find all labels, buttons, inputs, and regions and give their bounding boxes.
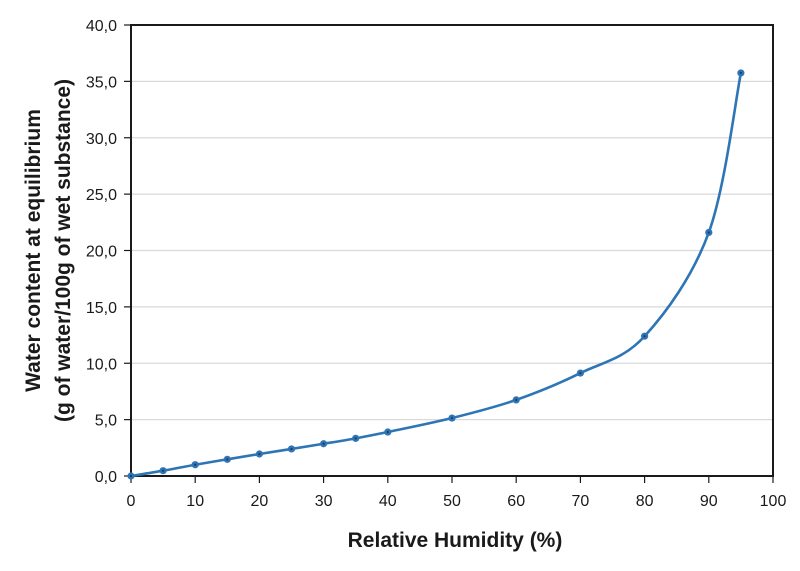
y-axis-title: Water content at equilibrium (g of water… — [22, 79, 75, 422]
y-tick-label: 5,0 — [95, 413, 117, 430]
x-tick-label: 60 — [507, 493, 525, 510]
data-point-center — [579, 371, 582, 375]
y-axis-title-line2: (g of water/100g of wet substance) — [52, 79, 75, 422]
y-axis-ticks: 0,0 5,0 10,0 15,0 20,0 25,0 30,0 35,0 40,0 — [86, 18, 131, 486]
data-point-center — [707, 231, 710, 234]
y-tick-label: 25,0 — [86, 187, 117, 204]
x-tick-label: 10 — [186, 493, 204, 510]
x-tick-label: 100 — [760, 493, 787, 510]
data-point-center — [515, 398, 518, 401]
data-point-center — [129, 474, 133, 478]
data-point-center — [162, 469, 165, 472]
gridlines — [131, 80, 773, 421]
y-tick-label: 35,0 — [86, 74, 117, 91]
y-axis-title-line1: Water content at equilibrium — [22, 109, 45, 392]
y-tick-label: 0,0 — [95, 469, 117, 486]
data-point-center — [258, 452, 261, 456]
y-tick-label: 15,0 — [86, 300, 117, 317]
data-point-center — [386, 430, 389, 434]
data-point-center — [290, 447, 293, 451]
x-axis-title: Relative Humidity (%) — [348, 529, 563, 552]
y-tick-label: 10,0 — [86, 356, 117, 373]
data-point-center — [354, 437, 357, 440]
x-axis-ticks: 0 10 20 30 40 50 60 70 80 90 100 — [127, 476, 787, 510]
y-tick-label: 30,0 — [86, 131, 117, 148]
x-tick-label: 40 — [379, 493, 397, 510]
data-markers — [127, 69, 745, 480]
y-tick-label: 20,0 — [86, 244, 117, 261]
data-point-center — [322, 442, 325, 445]
x-tick-label: 70 — [572, 493, 590, 510]
data-point-center — [739, 71, 743, 75]
x-tick-label: 0 — [127, 493, 136, 510]
x-tick-label: 30 — [315, 493, 333, 510]
x-tick-label: 80 — [636, 493, 654, 510]
data-point-center — [450, 416, 454, 420]
plot-area-border — [130, 24, 774, 477]
x-tick-label: 50 — [443, 493, 461, 510]
data-point-center — [226, 458, 229, 461]
x-tick-label: 90 — [700, 493, 718, 510]
y-tick-label: 40,0 — [86, 18, 117, 35]
x-tick-label: 20 — [251, 493, 269, 510]
data-series-line — [130, 72, 743, 478]
data-point-center — [643, 335, 646, 338]
data-point-center — [194, 463, 197, 466]
